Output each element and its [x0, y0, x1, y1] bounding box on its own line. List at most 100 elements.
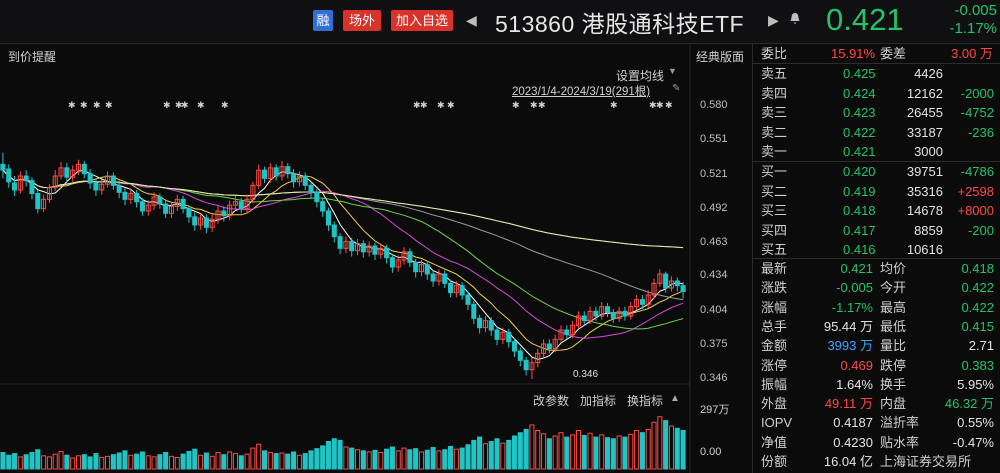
- candle-body: [23, 175, 29, 182]
- volume-bar: [593, 436, 599, 470]
- stat-value: -0.005: [836, 280, 873, 296]
- candle-body: [58, 167, 64, 177]
- bid-row[interactable]: 买三 0.418 14678 +8000: [753, 201, 1000, 221]
- candle-body: [203, 217, 209, 228]
- bid-row[interactable]: 买二 0.419 35316 +2598: [753, 182, 1000, 202]
- candle-body: [198, 217, 204, 226]
- bid-row[interactable]: 买五 0.416 10616: [753, 240, 1000, 260]
- candle-body: [168, 205, 175, 214]
- stat-row: 外盘 49.11 万 内盘 46.32 万: [753, 394, 1000, 414]
- kline-chart[interactable]: ✱ ✱ ✱ ✱ ✱ ✱✱ ✱ ✱ ✱ ✱ ✱ ✱ ✱ ✱ ✱ ✱ ✱ ✱ ✱: [0, 44, 752, 473]
- candle-body: [535, 352, 541, 364]
- volume-bar: [575, 430, 581, 470]
- volume-bar: [639, 432, 645, 470]
- candle-body: [314, 191, 320, 203]
- stat-value: 0.4187: [833, 415, 873, 431]
- candle-body: [523, 359, 529, 371]
- volume-bar: [285, 453, 291, 470]
- bid-price: 0.416: [843, 242, 876, 257]
- stat-value: 0.383: [961, 357, 994, 373]
- event-marker-icon: ✱: [447, 101, 455, 111]
- volume-bar: [58, 450, 64, 470]
- bid-volume: 35316: [906, 183, 943, 199]
- volume-bar: [645, 428, 651, 470]
- volume-bar: [81, 454, 87, 470]
- bid-label: 买五: [761, 242, 788, 257]
- edit-params-button[interactable]: 改参数: [533, 394, 570, 408]
- candle-body: [70, 169, 76, 178]
- candle-body: [546, 343, 552, 350]
- bell-icon[interactable]: [789, 12, 801, 28]
- pin-icon[interactable]: ✎: [672, 83, 681, 94]
- ask-price: 0.422: [843, 124, 876, 140]
- divider: [753, 258, 1000, 259]
- volume-bar: [616, 435, 622, 470]
- stat-label: 涨跌: [761, 280, 788, 296]
- volume-bar: [331, 438, 337, 470]
- ask-row[interactable]: 卖三 0.423 26455 -4752: [753, 103, 1000, 123]
- ask-row[interactable]: 卖一 0.421 3000: [753, 142, 1000, 162]
- volume-bar: [139, 451, 145, 470]
- candle-body: [6, 168, 12, 183]
- bid-row[interactable]: 买四 0.417 8859 -200: [753, 221, 1000, 241]
- prev-arrow-icon[interactable]: ◀: [466, 12, 477, 28]
- stat-label: 均价: [880, 261, 907, 276]
- expand-up-icon[interactable]: ▲: [670, 393, 680, 404]
- date-range-label[interactable]: 2023/1/4-2024/3/19(291根): [512, 86, 651, 98]
- candle-body: [564, 329, 570, 336]
- volume-bar: [308, 450, 314, 470]
- kline-chart-panel[interactable]: ✱ ✱ ✱ ✱ ✱ ✱ ✱ ✱ ✱ ✱ ✱ ✱ ✱ ✱ ✱ ✱ ✱ ✱ ✱ ✱ 到价提醒 经典版面 设置均线 ▼ 20…: [0, 44, 752, 473]
- stat-value: 1.64%: [836, 376, 873, 392]
- stat-value: 0.422: [961, 280, 994, 296]
- margin-tag-button[interactable]: 融: [313, 10, 333, 31]
- ma-settings-link[interactable]: 设置均线: [616, 69, 665, 83]
- ask-row[interactable]: 卖五 0.425 4426: [753, 64, 1000, 84]
- stat-row: 最新 0.421 均价 0.418: [753, 259, 1000, 279]
- stat-row: 振幅 1.64% 换手 5.95%: [753, 375, 1000, 395]
- candle-body: [628, 306, 634, 317]
- event-marker-icon: ✱: [105, 101, 113, 111]
- volume-bar: [128, 454, 134, 470]
- volume-bar: [430, 447, 436, 470]
- stat-label: 溢折率: [880, 415, 920, 431]
- bid-row[interactable]: 买一 0.420 39751 -4786: [753, 162, 1000, 182]
- candle-body: [105, 175, 111, 185]
- volume-bar: [29, 452, 35, 470]
- ma-dropdown-icon[interactable]: ▼: [668, 66, 677, 76]
- y-tick-label: 0.346: [700, 372, 728, 384]
- volume-bar: [436, 450, 442, 470]
- candle-body: [465, 294, 471, 305]
- low-price-marker: 0.346: [573, 369, 599, 380]
- bid-label: 买三: [761, 203, 788, 218]
- candle-body: [41, 198, 47, 210]
- candle-body: [261, 169, 268, 179]
- event-marker-icon: ✱: [420, 101, 428, 111]
- volume-bar: [599, 434, 605, 470]
- y-tick-label: 0.551: [700, 132, 728, 145]
- volume-bar: [424, 449, 430, 470]
- classic-layout-link[interactable]: 经典版面: [696, 50, 745, 64]
- switch-indicator-button[interactable]: 换指标: [627, 394, 664, 408]
- candle-body: [593, 310, 599, 317]
- stat-value: 95.44 万: [823, 318, 873, 334]
- stat-row: 涨跌 -0.005 今开 0.422: [753, 278, 1000, 298]
- volume-bar: [168, 455, 175, 470]
- candle-body: [186, 208, 192, 218]
- add-watchlist-button[interactable]: 加入自选: [391, 10, 453, 31]
- ask-row[interactable]: 卖四 0.424 12162 -2000: [753, 84, 1000, 104]
- stat-label: 量比: [880, 338, 907, 354]
- event-marker-icon: ✱: [68, 101, 76, 111]
- price-alert-link[interactable]: 到价提醒: [8, 50, 57, 64]
- add-indicator-button[interactable]: 加指标: [580, 394, 617, 408]
- bid-change: -4786: [960, 164, 994, 179]
- volume-bar: [354, 449, 361, 470]
- ask-row[interactable]: 卖二 0.422 33187 -236: [753, 123, 1000, 143]
- candle-body: [552, 338, 558, 350]
- event-marker-icon: ✱: [175, 101, 183, 111]
- otc-tag-button[interactable]: 场外: [343, 10, 381, 31]
- volume-bar: [0, 452, 6, 470]
- y-tick-label: 0.521: [700, 167, 728, 180]
- candle-body: [384, 247, 390, 259]
- next-arrow-icon[interactable]: ▶: [768, 12, 779, 28]
- candle-body: [93, 182, 99, 191]
